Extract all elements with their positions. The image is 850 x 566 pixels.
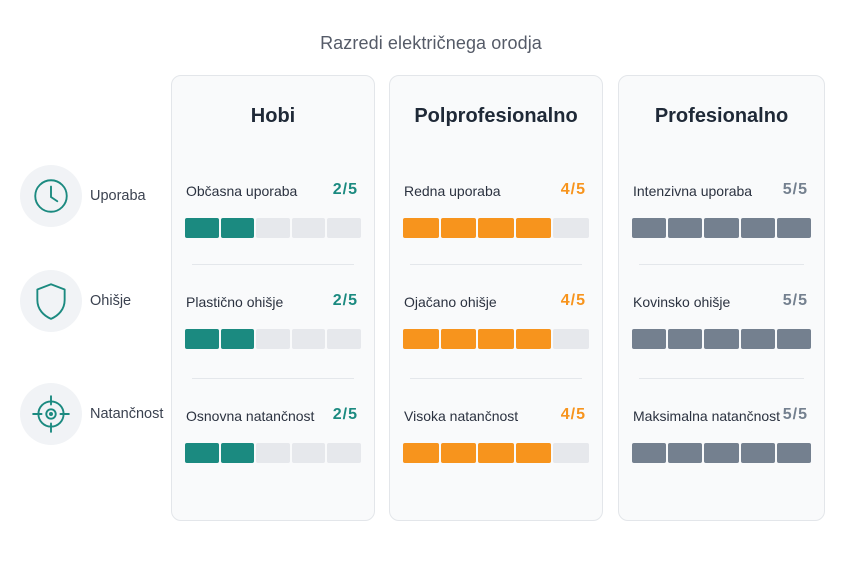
- tier-title: Polprofesionalno: [414, 105, 578, 127]
- bar-segment-filled: [185, 329, 219, 349]
- rating-label: Občasna uporaba: [186, 183, 298, 199]
- rating-label: Redna uporaba: [404, 183, 501, 199]
- rating-bar: [403, 218, 589, 238]
- bar-segment-filled: [220, 329, 255, 349]
- rating-score: 2/5: [332, 406, 358, 423]
- bar-segment-filled: [704, 329, 739, 349]
- bar-segment-filled: [478, 329, 514, 349]
- bar-segment-filled: [704, 443, 739, 463]
- bar-segment-filled: [440, 218, 477, 238]
- bar-segment-filled: [220, 218, 255, 238]
- bar-segment-empty: [553, 443, 589, 463]
- bar-segment-filled: [632, 329, 667, 349]
- rating-bar: [632, 329, 812, 349]
- rating-score: 4/5: [560, 292, 586, 309]
- row-label-3: Natančnost: [20, 380, 180, 448]
- bar-segment-filled: [403, 218, 439, 238]
- bar-segment-empty: [553, 329, 589, 349]
- rating-bar: [403, 443, 589, 463]
- bar-segment-filled: [515, 218, 552, 238]
- bar-segment-filled: [668, 443, 703, 463]
- bar-segment-filled: [440, 443, 477, 463]
- rating-label: Visoka natančnost: [404, 408, 519, 424]
- row-label-text: Natančnost: [90, 406, 164, 422]
- shield-icon: [20, 270, 82, 332]
- bar-segment-empty: [256, 218, 290, 238]
- rating-score: 2/5: [332, 181, 358, 198]
- rating-bar: [185, 443, 361, 463]
- bar-segment-empty: [327, 218, 361, 238]
- rating-label: Ojačano ohišje: [404, 294, 497, 310]
- row-divider: [639, 264, 804, 265]
- bar-segment-filled: [632, 443, 667, 463]
- rating-bar: [403, 329, 589, 349]
- rating-score: 5/5: [782, 406, 808, 423]
- bar-segment-empty: [256, 443, 290, 463]
- chart-title: Razredi električnega orodja: [320, 33, 542, 53]
- bar-segment-filled: [740, 329, 775, 349]
- row-divider: [192, 264, 354, 265]
- bar-segment-filled: [185, 218, 219, 238]
- crosshair-icon: [20, 383, 82, 445]
- bar-segment-filled: [632, 218, 667, 238]
- bar-segment-filled: [185, 443, 219, 463]
- bar-segment-filled: [776, 218, 812, 238]
- bar-segment-empty: [291, 218, 326, 238]
- bar-segment-empty: [256, 329, 290, 349]
- bar-segment-filled: [220, 443, 255, 463]
- rating-bar: [185, 218, 361, 238]
- clock-icon: [20, 165, 82, 227]
- bar-segment-filled: [403, 443, 439, 463]
- bar-segment-filled: [440, 329, 477, 349]
- bar-segment-empty: [327, 443, 361, 463]
- bar-segment-filled: [776, 329, 812, 349]
- row-divider: [192, 378, 354, 379]
- bar-segment-empty: [327, 329, 361, 349]
- bar-segment-filled: [668, 218, 703, 238]
- rating-bar: [185, 329, 361, 349]
- rating-score: 2/5: [332, 292, 358, 309]
- bar-segment-filled: [478, 443, 514, 463]
- rating-label: Intenzivna uporaba: [633, 183, 753, 199]
- row-label-2: Ohišje: [20, 267, 180, 335]
- bar-segment-filled: [740, 443, 775, 463]
- bar-segment-empty: [291, 329, 326, 349]
- bar-segment-filled: [704, 218, 739, 238]
- bar-segment-filled: [740, 218, 775, 238]
- rating-bar: [632, 218, 812, 238]
- rating-bar: [632, 443, 812, 463]
- row-label-text: Ohišje: [90, 293, 132, 309]
- row-divider: [410, 264, 582, 265]
- rating-label: Maksimalna natančnost: [633, 408, 781, 424]
- rating-score: 5/5: [782, 292, 808, 309]
- rating-label: Plastično ohišje: [186, 294, 284, 310]
- rating-label: Kovinsko ohišje: [633, 294, 731, 310]
- bar-segment-filled: [668, 329, 703, 349]
- bar-segment-filled: [515, 443, 552, 463]
- tier-title: Hobi: [250, 105, 296, 127]
- bar-segment-filled: [515, 329, 552, 349]
- bar-segment-empty: [291, 443, 326, 463]
- rating-label: Osnovna natančnost: [186, 408, 315, 424]
- row-divider: [639, 378, 804, 379]
- row-divider: [410, 378, 582, 379]
- bar-segment-filled: [403, 329, 439, 349]
- row-label-text: Uporaba: [90, 188, 146, 204]
- row-label-1: Uporaba: [20, 162, 180, 230]
- rating-score: 4/5: [560, 181, 586, 198]
- tier-card: Hobi Občasna uporaba 2/5 Plastično ohišje 2/…: [171, 75, 375, 521]
- rating-score: 5/5: [782, 181, 808, 198]
- bar-segment-filled: [776, 443, 812, 463]
- tier-card: Profesionalno Intenzivna uporaba 5/5 Kovins…: [618, 75, 825, 521]
- tier-title: Profesionalno: [654, 105, 789, 127]
- bar-segment-filled: [478, 218, 514, 238]
- bar-segment-empty: [553, 218, 589, 238]
- rating-score: 4/5: [560, 406, 586, 423]
- tier-card: Polprofesionalno Redna uporaba 4/5 Ojačano …: [389, 75, 603, 521]
